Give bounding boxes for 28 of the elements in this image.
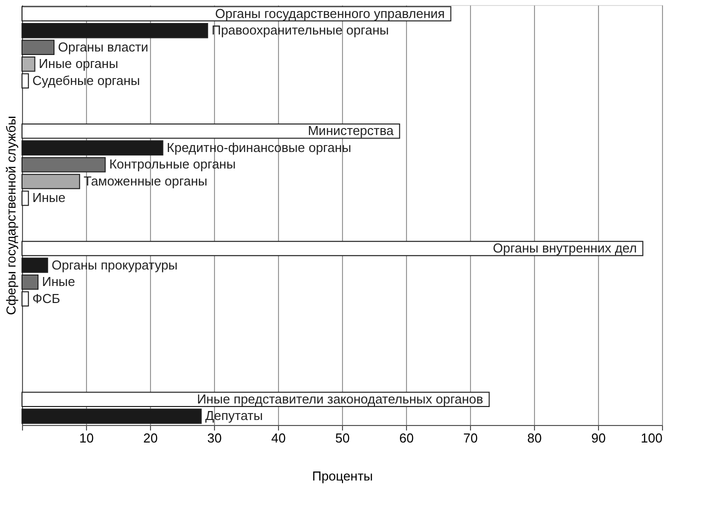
y-tick-label: Контрольные органы	[109, 156, 236, 172]
y-tick-label: Иные органы	[38, 56, 118, 72]
y-tick-label: ФСБ	[32, 290, 60, 306]
y-tick-label: Органы прокуратуры	[52, 257, 178, 272]
x-axis-title: Проценты	[312, 468, 373, 484]
y-tick-label: Органы власти	[58, 39, 148, 54]
y-tick-label: Таможенные органы	[84, 173, 208, 188]
y-tick-label: Министерства	[308, 123, 394, 138]
x-tick-label: 30	[207, 430, 222, 446]
x-tick-label: 50	[335, 430, 350, 446]
y-tick-label: Органы государственного управления	[215, 6, 445, 21]
x-tick-label: 100	[640, 430, 662, 446]
x-tick-label: 80	[527, 430, 542, 446]
y-tick-label: Кредитно-финансовые органы	[166, 140, 352, 155]
y-tick-label: Иные	[42, 274, 76, 290]
y-tick-label: Органы внутренних дел	[492, 240, 637, 256]
x-tick-label: 20	[143, 430, 158, 446]
y-axis-title: Сферы государственной службы	[4, 116, 18, 316]
y-tick-label: Судебные органы	[32, 72, 140, 88]
y-tick-label: Депутаты	[205, 408, 263, 424]
y-tick-label: Иные представители законодательных органов	[196, 391, 484, 406]
x-tick-label: 10	[79, 430, 94, 446]
y-tick-label: Правоохранительные органы	[212, 22, 389, 38]
x-tick-label: 90	[591, 430, 606, 446]
x-tick-label: 60	[399, 430, 414, 446]
x-tick-label: 40	[271, 430, 286, 446]
x-tick-label: 70	[463, 430, 478, 446]
y-tick-label: Иные	[32, 190, 66, 206]
